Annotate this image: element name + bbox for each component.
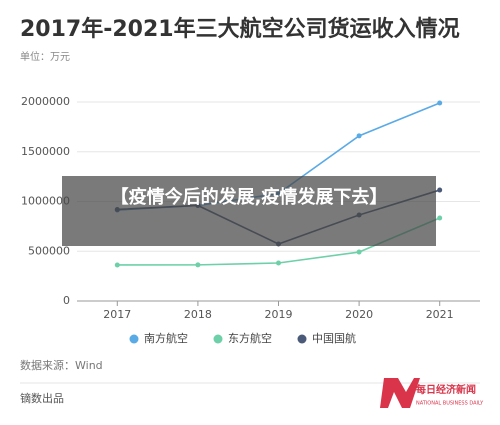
data-point: [437, 100, 443, 106]
legend-label: 中国国航: [312, 331, 356, 345]
source: 数据来源：Wind: [20, 358, 103, 372]
data-point: [276, 260, 281, 266]
data-point: [356, 249, 362, 255]
y-tick-label: 0: [63, 294, 70, 307]
y-tick-label: 1000000: [21, 195, 70, 208]
y-tick-label: 500000: [28, 244, 70, 257]
x-tick-label: 2021: [426, 308, 454, 321]
chart-subtitle: 单位：万元: [20, 50, 70, 63]
data-point: [437, 215, 443, 221]
x-tick-label: 2017: [103, 308, 131, 321]
legend-marker: [129, 334, 139, 344]
producer: 镝数出品: [20, 391, 64, 405]
data-point: [195, 262, 201, 268]
logo-en: NATIONAL BUSINESS DAILY: [416, 401, 484, 407]
data-point: [114, 262, 120, 268]
x-tick-label: 2019: [265, 308, 293, 321]
legend-label: 东方航空: [228, 331, 272, 345]
chart-title: 2017年-2021年三大航空公司货运收入情况: [20, 16, 460, 42]
legend-marker: [297, 334, 307, 344]
x-tick-label: 2020: [345, 308, 373, 321]
logo-cn: 每日经济新闻: [416, 383, 476, 396]
y-tick-label: 1500000: [21, 145, 70, 158]
legend-marker: [213, 334, 223, 344]
data-point: [437, 187, 443, 193]
logo-mark: [380, 378, 420, 408]
legend-label: 南方航空: [144, 331, 188, 345]
overlay-banner: 【疫情今后的发展,疫情发展下去】: [62, 176, 436, 246]
x-tick-label: 2018: [184, 308, 212, 321]
data-point: [356, 133, 362, 139]
y-tick-label: 2000000: [21, 95, 70, 108]
